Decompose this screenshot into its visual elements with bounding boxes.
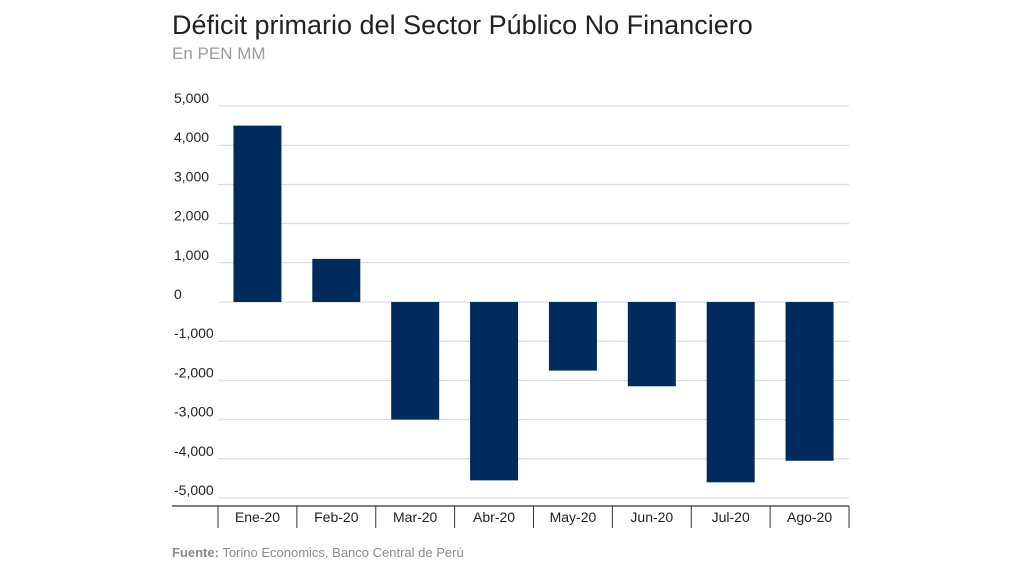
x-category-label: Feb-20 [314,509,359,525]
chart-subtitle: En PEN MM [172,44,266,63]
y-tick-label: -4,000 [174,443,214,459]
bar-abr-20 [470,302,519,481]
y-tick-label: -3,000 [174,404,214,420]
source-text: Torino Economics, Banco Central de Perú [218,545,464,560]
x-category-label: Mar-20 [393,509,438,525]
y-tick-label: 0 [174,286,182,302]
y-tick-label: -1,000 [174,325,214,341]
x-category-label: Jun-20 [630,509,673,525]
bar-ago-20 [785,302,834,461]
bar-mar-20 [391,302,440,420]
y-tick-label: 2,000 [174,208,209,224]
source-note: Fuente: Torino Economics, Banco Central … [172,545,464,560]
bar-jun-20 [627,302,676,387]
y-tick-label: -5,000 [174,482,214,498]
x-category-label: Abr-20 [473,509,515,525]
chart-title: Déficit primario del Sector Público No F… [172,10,753,40]
x-category-label: May-20 [550,509,597,525]
y-tick-label: -2,000 [174,364,214,380]
bar-feb-20 [312,258,361,302]
bar-may-20 [548,302,597,371]
y-axis-tick-labels: 5,000 4,000 3,000 2,000 1,000 0 -1,000 -2,000 -3… [174,90,214,498]
x-category-label: Ene-20 [235,509,280,525]
bar-ene-20 [233,125,282,302]
x-axis [172,505,850,528]
source-label: Fuente: [172,545,219,560]
bar-jul-20 [706,302,755,483]
y-tick-label: 5,000 [174,90,209,106]
y-tick-label: 3,000 [174,168,209,184]
x-axis-category-labels: Ene-20 Feb-20 Mar-20 Abr-20 May-20 Jun-20 Jul-… [235,509,832,525]
y-tick-label: 4,000 [174,129,209,145]
x-category-label: Jul-20 [712,509,750,525]
x-category-label: Ago-20 [787,509,832,525]
y-tick-label: 1,000 [174,247,209,263]
bars [233,125,834,483]
